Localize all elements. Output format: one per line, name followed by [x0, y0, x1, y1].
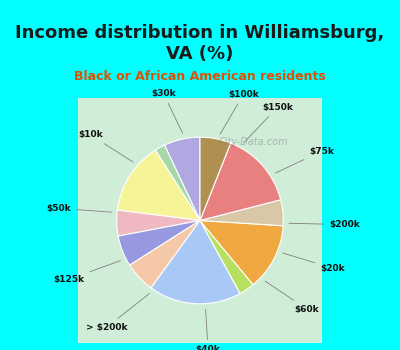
Text: $100k: $100k — [220, 90, 259, 134]
Wedge shape — [118, 220, 200, 265]
Text: $40k: $40k — [196, 309, 220, 350]
FancyBboxPatch shape — [43, 74, 357, 350]
Text: Income distribution in Williamsburg,
VA (%): Income distribution in Williamsburg, VA … — [15, 25, 385, 63]
Text: $20k: $20k — [283, 253, 345, 273]
Text: > $200k: > $200k — [86, 294, 149, 332]
Wedge shape — [200, 220, 253, 294]
Wedge shape — [151, 220, 240, 304]
Text: $10k: $10k — [78, 131, 133, 162]
Wedge shape — [200, 137, 231, 220]
Text: $50k: $50k — [46, 204, 111, 213]
Wedge shape — [164, 137, 200, 220]
Wedge shape — [130, 220, 200, 288]
Wedge shape — [200, 143, 281, 220]
Text: $125k: $125k — [54, 261, 120, 284]
Text: $30k: $30k — [151, 89, 183, 133]
Wedge shape — [117, 150, 200, 220]
Wedge shape — [200, 220, 283, 285]
Wedge shape — [200, 200, 283, 226]
Text: $150k: $150k — [244, 103, 293, 143]
Text: $200k: $200k — [289, 220, 360, 229]
Text: Black or African American residents: Black or African American residents — [74, 70, 326, 83]
Wedge shape — [117, 210, 200, 236]
Wedge shape — [155, 145, 200, 220]
Text: $60k: $60k — [265, 281, 319, 314]
Text: $75k: $75k — [275, 147, 334, 173]
Text: City-Data.com: City-Data.com — [219, 137, 289, 147]
